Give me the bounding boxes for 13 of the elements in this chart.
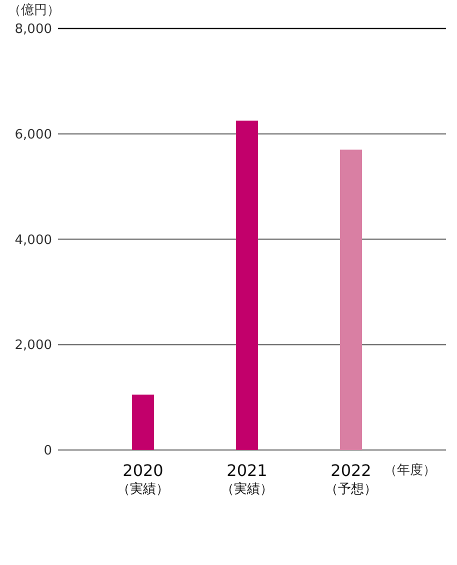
y-tick-label: 4,000 bbox=[14, 232, 52, 248]
x-tick-label: 2022 （予想） bbox=[325, 461, 377, 497]
bar bbox=[340, 150, 362, 450]
y-tick-label: 6,000 bbox=[14, 127, 52, 142]
bar bbox=[132, 394, 154, 450]
y-tick-label: 0 bbox=[44, 444, 52, 458]
x-tick-label: 2021 （実績） bbox=[221, 461, 273, 497]
y-tick-label: 8,000 bbox=[14, 22, 52, 37]
y-tick-label: 2,000 bbox=[14, 338, 52, 354]
x-axis-title: （年度） bbox=[384, 462, 436, 478]
bar bbox=[236, 120, 258, 450]
x-tick-label: 2020 （実績） bbox=[117, 461, 169, 497]
y-axis-title: （億円） bbox=[8, 3, 60, 18]
